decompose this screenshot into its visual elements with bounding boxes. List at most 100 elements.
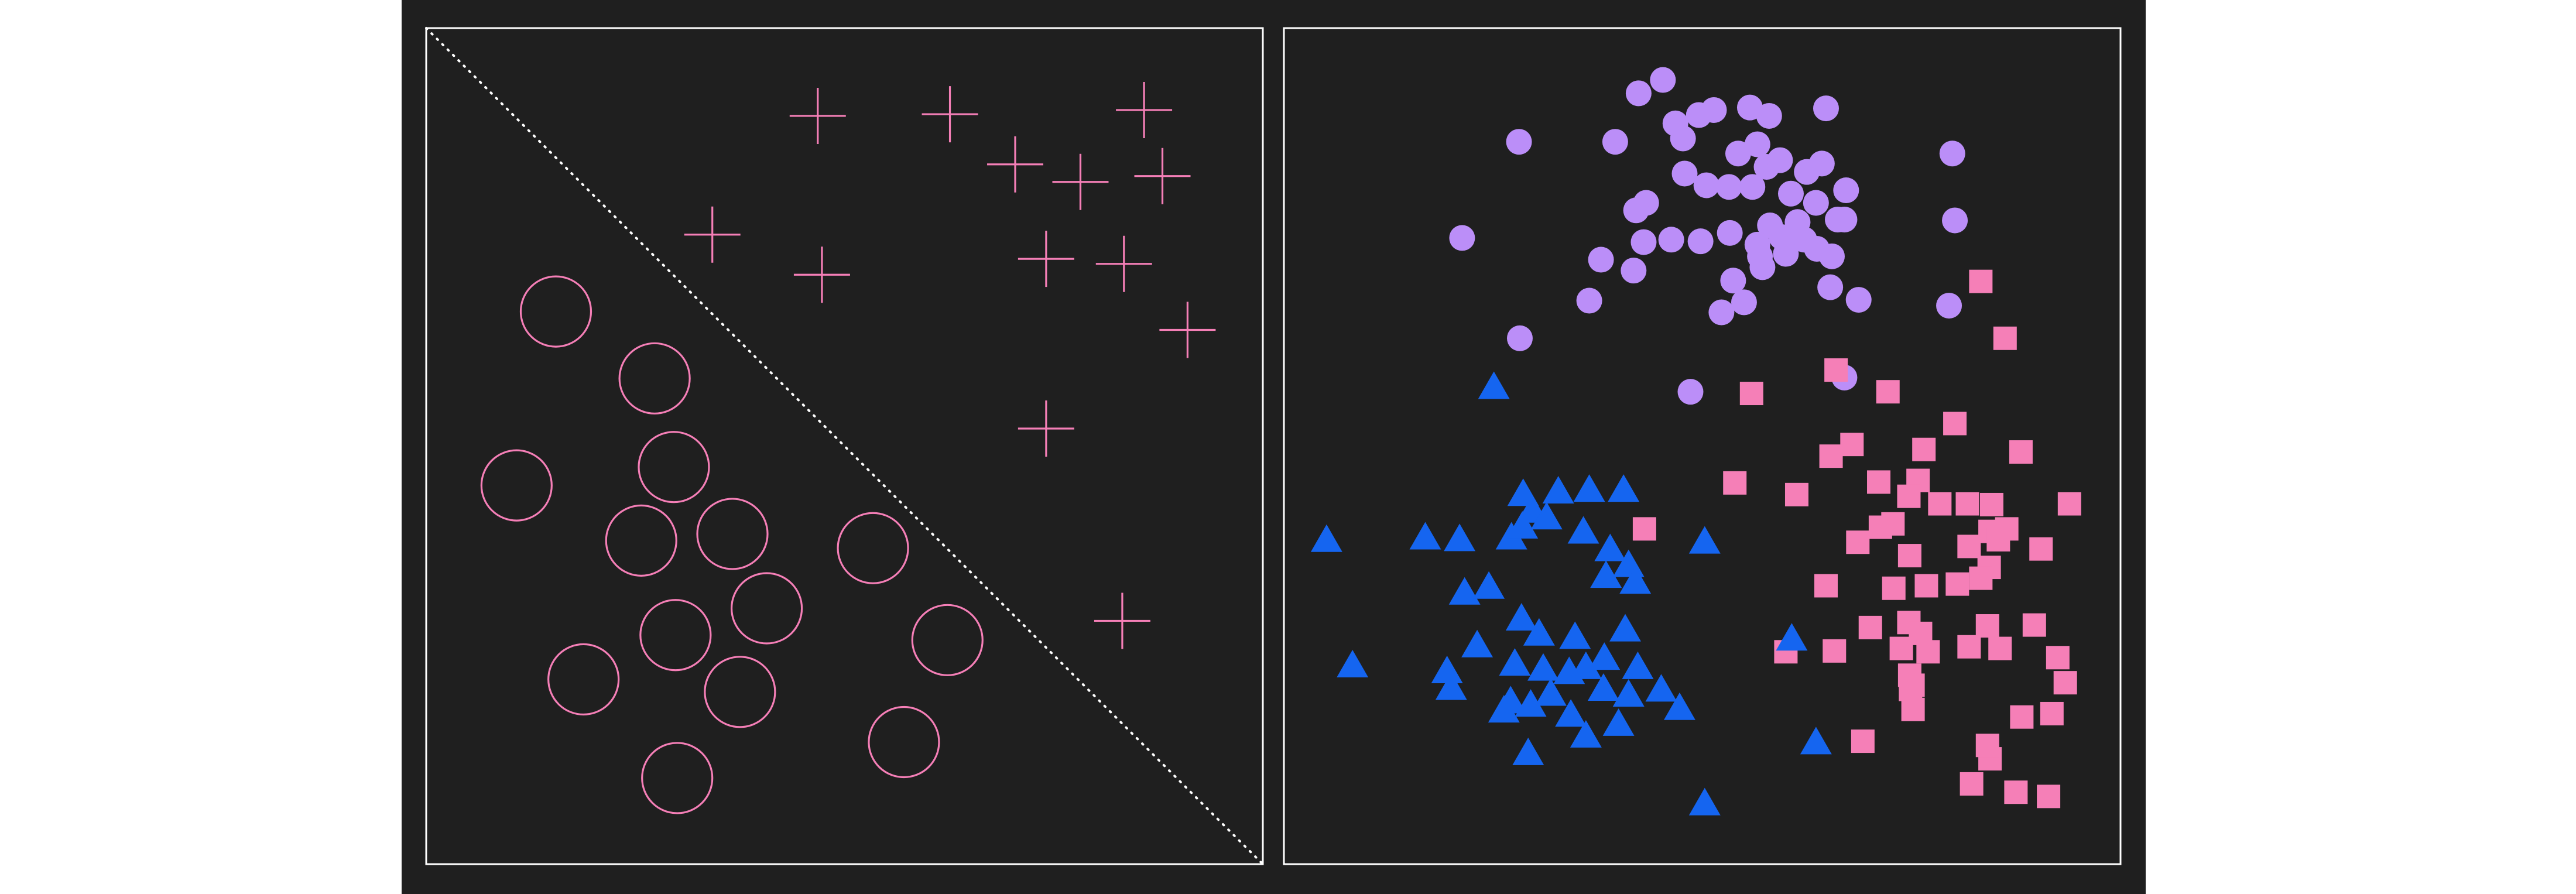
point-plus-7 xyxy=(793,246,850,303)
point-filled-circle-0 xyxy=(1625,80,1652,107)
point-square-43 xyxy=(1889,636,1913,660)
point-filled-circle-53 xyxy=(1942,207,1968,234)
point-filled-circle-46 xyxy=(1845,287,1872,313)
point-triangle-6 xyxy=(1409,522,1441,550)
point-square-11 xyxy=(1784,482,1808,506)
point-filled-circle-56 xyxy=(1677,379,1704,405)
point-square-56 xyxy=(1960,772,1984,796)
point-plus-1 xyxy=(922,86,978,143)
point-open-circle-12 xyxy=(868,705,940,779)
left-panel-frame xyxy=(425,27,1264,865)
point-plus-5 xyxy=(1116,81,1173,138)
point-triangle-27 xyxy=(1527,653,1559,681)
point-square-42 xyxy=(1823,639,1847,663)
figure-background xyxy=(402,0,2146,894)
point-triangle-16 xyxy=(1473,571,1505,599)
point-triangle-26 xyxy=(1499,648,1531,676)
point-filled-circle-31 xyxy=(1658,227,1684,253)
point-plus-0 xyxy=(789,87,846,144)
point-filled-circle-8 xyxy=(1701,97,1727,123)
point-open-circle-11 xyxy=(911,604,984,676)
point-filled-circle-1 xyxy=(1650,67,1676,93)
point-square-38 xyxy=(2022,613,2046,637)
point-square-29 xyxy=(1945,572,1969,596)
point-filled-circle-52 xyxy=(1939,141,1965,167)
point-square-15 xyxy=(1928,492,1952,516)
point-filled-circle-25 xyxy=(1833,177,1859,204)
point-triangle-33 xyxy=(1337,649,1369,677)
point-square-7 xyxy=(1819,444,1843,468)
point-triangle-34 xyxy=(1431,655,1463,683)
point-square-32 xyxy=(1814,574,1838,598)
point-square-18 xyxy=(2057,492,2081,516)
point-triangle-45 xyxy=(1800,727,1832,755)
point-open-circle-0 xyxy=(519,275,592,348)
point-square-20 xyxy=(1881,512,1905,536)
point-triangle-48 xyxy=(1688,787,1721,816)
point-filled-circle-12 xyxy=(1725,141,1751,167)
point-open-circle-1 xyxy=(618,342,691,415)
point-triangle-11 xyxy=(1567,516,1599,544)
point-square-57 xyxy=(2004,780,2028,804)
point-square-12 xyxy=(1867,470,1891,494)
point-square-40 xyxy=(1988,636,2012,660)
point-filled-circle-51 xyxy=(1506,325,1533,351)
point-triangle-40 xyxy=(1515,689,1547,717)
point-filled-circle-47 xyxy=(1576,287,1602,314)
point-plus-2 xyxy=(987,136,1044,193)
point-plus-8 xyxy=(1018,231,1074,287)
point-square-16 xyxy=(1955,492,1979,516)
point-square-35 xyxy=(1858,615,1882,639)
point-plus-11 xyxy=(1018,400,1074,457)
point-plus-10 xyxy=(1159,302,1216,358)
point-filled-circle-17 xyxy=(1808,150,1835,177)
point-square-52 xyxy=(1851,729,1875,753)
point-open-circle-13 xyxy=(641,742,714,814)
point-filled-circle-42 xyxy=(1621,258,1647,284)
point-open-circle-10 xyxy=(704,656,776,728)
point-triangle-43 xyxy=(1688,526,1721,554)
point-triangle-46 xyxy=(1663,692,1695,720)
point-square-58 xyxy=(2037,785,2061,809)
point-triangle-38 xyxy=(1534,678,1567,706)
point-square-27 xyxy=(1632,517,1656,541)
point-filled-circle-9 xyxy=(1736,94,1763,121)
left-panel-marks xyxy=(480,81,1216,814)
point-filled-circle-48 xyxy=(1708,299,1735,326)
point-square-14 xyxy=(1897,484,1921,508)
point-triangle-17 xyxy=(1590,560,1622,588)
point-filled-circle-32 xyxy=(1687,228,1714,255)
point-triangle-4 xyxy=(1573,474,1605,502)
point-filled-circle-21 xyxy=(1716,174,1742,200)
point-filled-circle-24 xyxy=(1803,190,1829,216)
point-square-9 xyxy=(2009,440,2033,464)
point-filled-circle-30 xyxy=(1630,229,1657,255)
point-square-55 xyxy=(1975,734,1999,758)
point-square-59 xyxy=(1897,663,1921,687)
point-open-circle-6 xyxy=(837,512,909,584)
point-square-26 xyxy=(2029,537,2053,561)
point-triangle-44 xyxy=(1776,623,1808,651)
point-triangle-25 xyxy=(1588,642,1621,670)
point-triangle-39 xyxy=(1488,695,1520,723)
point-square-4 xyxy=(1876,380,1900,404)
point-open-circle-8 xyxy=(639,599,712,672)
left-panel xyxy=(425,27,1264,865)
point-square-10 xyxy=(1723,471,1747,495)
point-square-33 xyxy=(1882,576,1906,600)
point-filled-circle-54 xyxy=(1936,293,1962,319)
point-filled-circle-18 xyxy=(1623,197,1649,224)
point-plus-3 xyxy=(1052,153,1109,210)
point-triangle-20 xyxy=(1523,618,1555,646)
point-square-2 xyxy=(1739,382,1763,406)
point-square-37 xyxy=(1975,614,1999,638)
point-open-circle-9 xyxy=(547,643,620,716)
point-square-51 xyxy=(2010,705,2034,729)
point-triangle-12 xyxy=(1594,533,1626,561)
point-square-34 xyxy=(1914,574,1938,598)
point-square-1 xyxy=(1993,326,2017,350)
point-filled-circle-41 xyxy=(1588,246,1614,273)
point-open-circle-5 xyxy=(696,498,769,570)
point-filled-circle-33 xyxy=(1717,220,1743,246)
